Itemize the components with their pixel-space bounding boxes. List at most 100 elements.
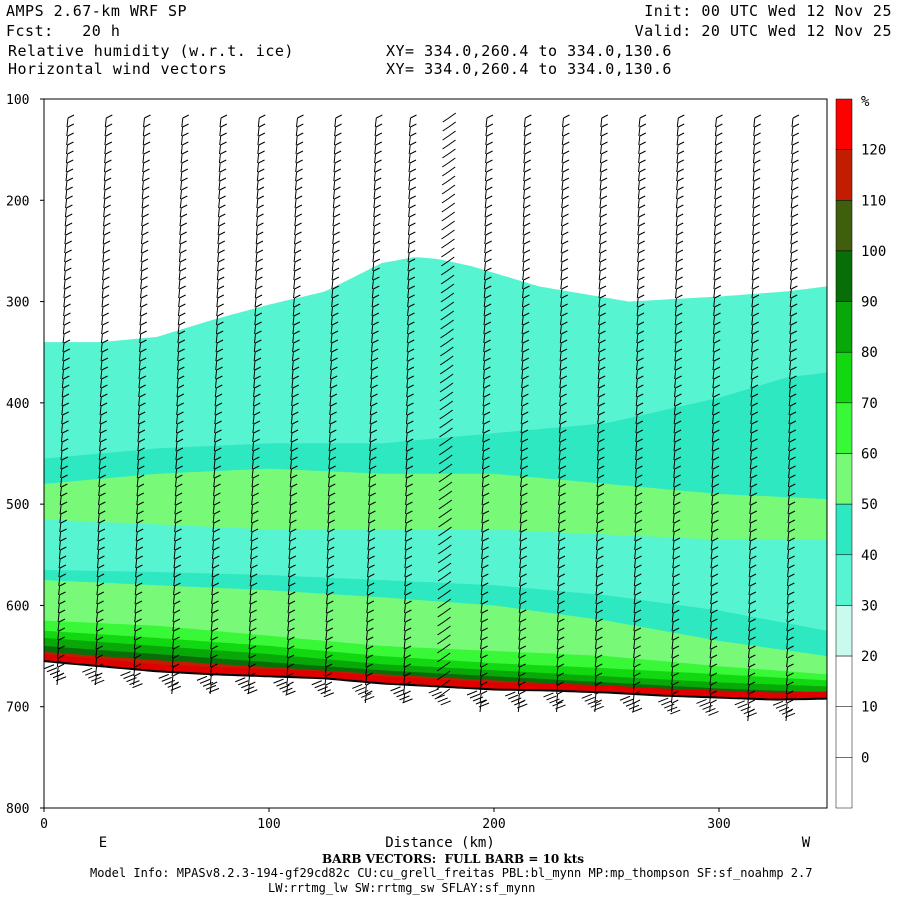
y-tick-label: 600 (6, 599, 29, 614)
barb-column-19 (772, 114, 800, 722)
barb-column-9 (390, 114, 417, 704)
barb-column-15 (619, 114, 647, 713)
west-end-label: W (802, 835, 811, 851)
colorbar-label: 110 (861, 193, 886, 209)
barb-shafts (403, 114, 417, 704)
barb-shafts (436, 112, 457, 699)
colorbar-swatch (835, 757, 853, 809)
colorbar-label: 40 (861, 548, 878, 564)
y-tick-label: 500 (6, 498, 29, 513)
colorbar-swatch (835, 706, 853, 758)
barb-column-3 (158, 114, 190, 695)
barb-flags (311, 680, 334, 698)
colorbar-label: 80 (861, 345, 878, 361)
valid-time: Valid: 20 UTC Wed 12 Nov 25 (634, 22, 892, 40)
barb-flags (428, 688, 451, 706)
barb-flags (273, 678, 296, 696)
colorbar-swatch (835, 200, 853, 252)
x-tick-label: 100 (257, 817, 280, 832)
barb-legend: BARB VECTORS: FULL BARB = 10 kts (322, 852, 585, 866)
barb-flags (772, 700, 796, 718)
barb-column-5 (235, 114, 266, 695)
barb-flags (120, 671, 143, 689)
barb-flags (658, 697, 681, 715)
barb-shafts (709, 114, 723, 713)
barb-flags (352, 683, 375, 701)
colorbar-swatch (835, 149, 853, 201)
barb-column-14 (581, 114, 609, 713)
colorbar-swatch (835, 503, 853, 556)
barb-flags (734, 700, 757, 718)
barb-flags (390, 686, 413, 704)
barb-shafts (133, 114, 151, 686)
barb-shafts (286, 114, 304, 695)
barb-shafts (594, 114, 609, 713)
barb-flags (196, 675, 220, 693)
colorbar-label: 100 (861, 244, 886, 260)
barb-column-17 (696, 114, 723, 716)
section-coords-2: XY= 334.0,260.4 to 334.0,130.6 (386, 60, 672, 78)
colorbar-label: 90 (861, 295, 878, 311)
model-title: AMPS 2.67-km WRF SP (6, 2, 188, 20)
barb-column-12 (505, 114, 532, 713)
barb-flags (581, 693, 604, 711)
colorbar-swatch (835, 453, 853, 505)
barb-column-2 (120, 114, 151, 689)
y-tick-label: 800 (6, 802, 29, 817)
barb-flags (43, 664, 67, 682)
rh-band-saturated (44, 654, 827, 700)
colorbar-label: 10 (861, 700, 878, 716)
barb-shafts (56, 114, 75, 686)
field-name-rh: Relative humidity (w.r.t. ice) (8, 42, 294, 60)
y-tick-label: 100 (6, 93, 29, 108)
barb-flags (158, 673, 181, 691)
x-tick-label: 300 (707, 817, 730, 832)
barb-flags (466, 690, 490, 708)
barb-column-4 (196, 114, 228, 695)
colorbar-unit: % (861, 94, 870, 110)
colorbar-swatch (835, 554, 853, 606)
y-tick-label: 300 (6, 296, 29, 311)
colorbar-label: 50 (861, 497, 878, 513)
x-axis-label: Distance (km) (385, 835, 495, 851)
barb-shafts (171, 114, 190, 695)
colorbar-swatch (835, 605, 853, 657)
barb-shafts (479, 114, 494, 713)
barb-flags (619, 695, 643, 713)
plot-frame (43, 98, 828, 809)
barb-shafts (785, 114, 800, 722)
barb-column-6 (273, 114, 304, 696)
y-tick-label: 400 (6, 397, 29, 412)
rh-band-9 (44, 645, 827, 700)
barb-column-10 (428, 112, 457, 706)
x-tick-label: 200 (482, 817, 505, 832)
barb-shafts (517, 114, 532, 713)
y-tick-label: 200 (6, 194, 29, 209)
barb-column-1 (82, 114, 113, 686)
barb-column-18 (734, 114, 762, 722)
barb-flags (696, 698, 719, 716)
x-tick-label: 0 (40, 817, 48, 832)
colorbar-label: 20 (861, 649, 878, 665)
colorbar-label: 60 (861, 447, 878, 463)
barb-shafts (247, 114, 266, 695)
field-name-wind: Horizontal wind vectors (8, 60, 228, 78)
barb-shafts (94, 114, 113, 686)
barb-flags (505, 691, 528, 709)
barb-flags (235, 677, 258, 695)
colorbar-label: 0 (861, 750, 869, 766)
terrain-surface-line (43, 660, 828, 701)
east-end-label: E (99, 835, 107, 851)
colorbar-swatch (835, 655, 853, 707)
barb-shafts (556, 114, 570, 713)
barb-shafts (209, 114, 228, 695)
colorbar-swatch (835, 250, 853, 302)
barb-shafts (364, 114, 383, 704)
forecast-hour: Fcst: 20 h (6, 22, 121, 40)
colorbar-swatch (835, 351, 853, 404)
barb-flags (543, 692, 566, 710)
barb-column-8 (352, 114, 383, 704)
barb-column-11 (466, 114, 494, 713)
barb-column-13 (543, 114, 570, 713)
